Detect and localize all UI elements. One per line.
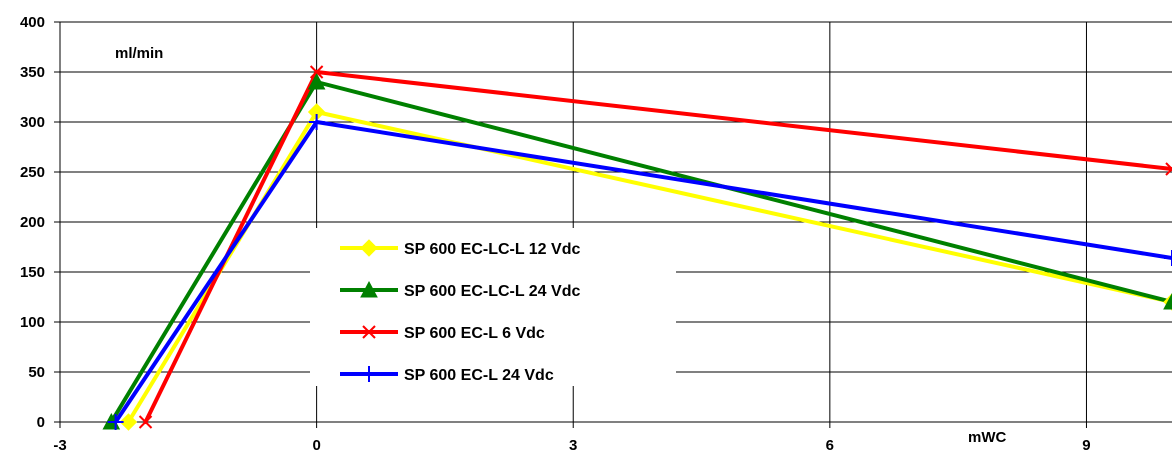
- data-point-marker: [307, 72, 326, 90]
- marker-stroke: [362, 325, 376, 339]
- marker-stroke: [1165, 167, 1172, 176]
- y-tick-label: 100: [20, 314, 45, 331]
- legend-label: SP 600 EC-LC-L 12 Vdc: [404, 241, 580, 258]
- data-point-marker: [308, 114, 325, 130]
- data-point-marker: [1163, 292, 1172, 310]
- legend-label: SP 600 EC-L 6 Vdc: [404, 325, 545, 342]
- y-tick-label: 350: [20, 64, 45, 81]
- x-tick-label: 0: [312, 437, 320, 454]
- marker-stroke: [1165, 162, 1172, 171]
- data-point-marker: [1164, 250, 1172, 266]
- x-axis-label: mWC: [968, 429, 1006, 446]
- data-point-marker: [138, 415, 153, 429]
- y-tick-label: 400: [20, 14, 45, 31]
- series-markers: [102, 65, 1172, 431]
- data-point-marker: [107, 414, 124, 430]
- x-tick-label: -3: [53, 437, 66, 454]
- data-point-marker: [361, 366, 377, 382]
- marker-stroke: [309, 65, 324, 79]
- data-point-marker: [119, 413, 138, 431]
- y-tick-label: 0: [37, 414, 45, 431]
- y-tick-label: 200: [20, 214, 45, 231]
- y-axis-label: ml/min: [115, 45, 163, 62]
- data-point-marker: [362, 325, 376, 339]
- y-tick-label: 50: [28, 364, 45, 381]
- x-tick-label: 9: [1082, 437, 1090, 454]
- legend: SP 600 EC-LC-L 12 Vdc SP 600 EC-LC-L 24 V…: [310, 228, 676, 386]
- axis-ticks: 0 50 100 150 200 250 300 350 400 -3 0 3 6 9: [20, 14, 1091, 454]
- data-point-marker: [309, 65, 324, 79]
- data-point-marker: [1165, 162, 1172, 176]
- y-tick-label: 300: [20, 114, 45, 131]
- legend-label: SP 600 EC-LC-L 24 Vdc: [404, 283, 580, 300]
- x-tick-label: 6: [826, 437, 834, 454]
- legend-label: SP 600 EC-L 24 Vdc: [404, 367, 554, 384]
- y-tick-label: 150: [20, 264, 45, 281]
- y-tick-label: 250: [20, 164, 45, 181]
- data-point-marker: [360, 280, 378, 298]
- marker-stroke: [138, 415, 153, 429]
- x-tick-label: 3: [569, 437, 577, 454]
- data-point-marker: [360, 239, 378, 257]
